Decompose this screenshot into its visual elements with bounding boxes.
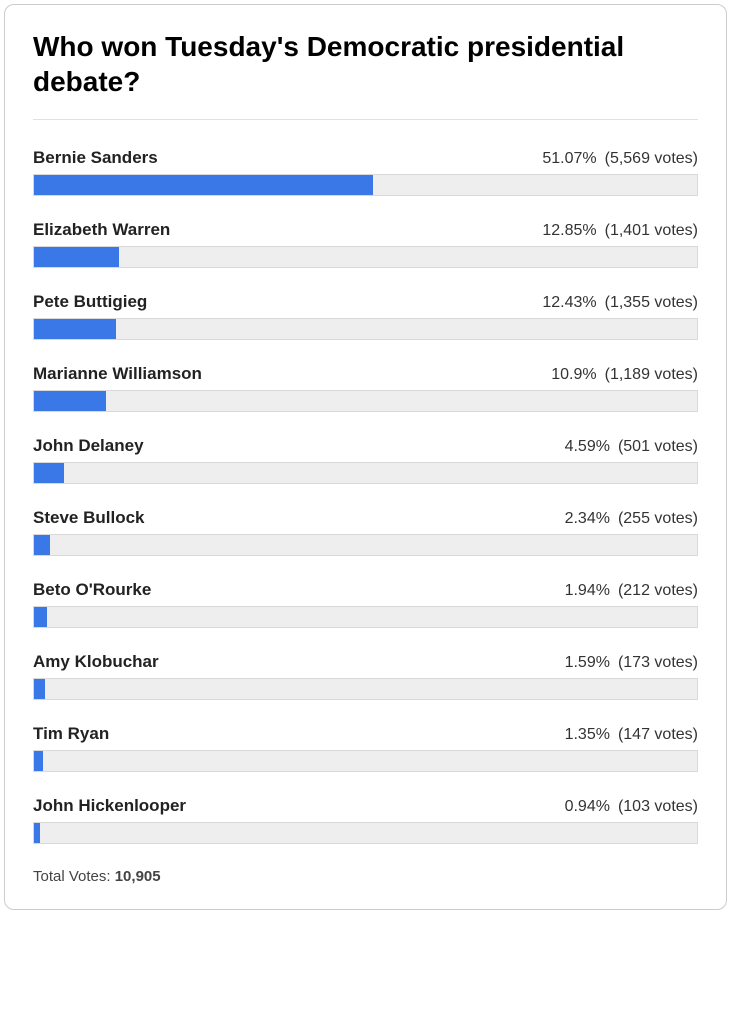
candidate-name: Tim Ryan <box>33 724 109 744</box>
poll-percent: 2.34% <box>565 510 610 527</box>
poll-row: Tim Ryan 1.35% (147 votes) <box>33 724 698 744</box>
poll-row: John Delaney 4.59% (501 votes) <box>33 436 698 456</box>
poll-percent: 12.85% <box>542 222 596 239</box>
candidate-name: Steve Bullock <box>33 508 145 528</box>
candidate-name: John Hickenlooper <box>33 796 186 816</box>
bar-track <box>33 606 698 628</box>
poll-row: Elizabeth Warren 12.85% (1,401 votes) <box>33 220 698 240</box>
poll-row: John Hickenlooper 0.94% (103 votes) <box>33 796 698 816</box>
candidate-name: Amy Klobuchar <box>33 652 159 672</box>
poll-row: Bernie Sanders 51.07% (5,569 votes) <box>33 148 698 168</box>
poll-stats: 4.59% (501 votes) <box>565 438 698 456</box>
bar-track <box>33 750 698 772</box>
bar-track <box>33 174 698 196</box>
poll-stats: 51.07% (5,569 votes) <box>542 150 698 168</box>
poll-percent: 10.9% <box>551 366 596 383</box>
candidate-name: John Delaney <box>33 436 144 456</box>
poll-votes: (1,401 votes) <box>605 222 698 239</box>
poll-row: Amy Klobuchar 1.59% (173 votes) <box>33 652 698 672</box>
bar-track <box>33 318 698 340</box>
bar-fill <box>34 607 47 627</box>
bar-track <box>33 462 698 484</box>
poll-row: Pete Buttigieg 12.43% (1,355 votes) <box>33 292 698 312</box>
poll-stats: 0.94% (103 votes) <box>565 798 698 816</box>
poll-votes: (103 votes) <box>618 798 698 815</box>
total-label: Total Votes: <box>33 868 115 885</box>
bar-track <box>33 246 698 268</box>
poll-stats: 12.85% (1,401 votes) <box>542 222 698 240</box>
poll-row: Marianne Williamson 10.9% (1,189 votes) <box>33 364 698 384</box>
poll-votes: (212 votes) <box>618 582 698 599</box>
poll-item: Steve Bullock 2.34% (255 votes) <box>33 508 698 556</box>
poll-stats: 2.34% (255 votes) <box>565 510 698 528</box>
bar-fill <box>34 175 373 195</box>
poll-votes: (147 votes) <box>618 726 698 743</box>
total-votes: Total Votes: 10,905 <box>33 868 698 885</box>
poll-stats: 1.59% (173 votes) <box>565 654 698 672</box>
poll-votes: (1,189 votes) <box>605 366 698 383</box>
bar-track <box>33 534 698 556</box>
poll-item: Amy Klobuchar 1.59% (173 votes) <box>33 652 698 700</box>
bar-fill <box>34 247 119 267</box>
bar-fill <box>34 391 106 411</box>
bar-track <box>33 822 698 844</box>
poll-container: Who won Tuesday's Democratic presidentia… <box>4 4 727 910</box>
poll-votes: (173 votes) <box>618 654 698 671</box>
poll-row: Steve Bullock 2.34% (255 votes) <box>33 508 698 528</box>
poll-stats: 10.9% (1,189 votes) <box>551 366 698 384</box>
poll-votes: (255 votes) <box>618 510 698 527</box>
candidate-name: Beto O'Rourke <box>33 580 151 600</box>
poll-row: Beto O'Rourke 1.94% (212 votes) <box>33 580 698 600</box>
poll-percent: 12.43% <box>542 294 596 311</box>
poll-percent: 1.59% <box>565 654 610 671</box>
bar-fill <box>34 679 45 699</box>
bar-fill <box>34 319 116 339</box>
bar-fill <box>34 463 64 483</box>
poll-item: Bernie Sanders 51.07% (5,569 votes) <box>33 148 698 196</box>
candidate-name: Bernie Sanders <box>33 148 158 168</box>
poll-percent: 51.07% <box>542 150 596 167</box>
poll-item: John Hickenlooper 0.94% (103 votes) <box>33 796 698 844</box>
poll-item: Marianne Williamson 10.9% (1,189 votes) <box>33 364 698 412</box>
bar-fill <box>34 535 50 555</box>
total-value: 10,905 <box>115 868 161 885</box>
poll-percent: 1.94% <box>565 582 610 599</box>
poll-percent: 1.35% <box>565 726 610 743</box>
poll-list: Bernie Sanders 51.07% (5,569 votes) Elizabe… <box>33 148 698 844</box>
poll-item: Pete Buttigieg 12.43% (1,355 votes) <box>33 292 698 340</box>
poll-stats: 12.43% (1,355 votes) <box>542 294 698 312</box>
poll-votes: (5,569 votes) <box>605 150 698 167</box>
bar-fill <box>34 823 40 843</box>
poll-item: Beto O'Rourke 1.94% (212 votes) <box>33 580 698 628</box>
poll-percent: 0.94% <box>565 798 610 815</box>
poll-votes: (1,355 votes) <box>605 294 698 311</box>
bar-fill <box>34 751 43 771</box>
poll-stats: 1.35% (147 votes) <box>565 726 698 744</box>
divider <box>33 119 698 120</box>
bar-track <box>33 678 698 700</box>
poll-title: Who won Tuesday's Democratic presidentia… <box>33 29 698 99</box>
candidate-name: Marianne Williamson <box>33 364 202 384</box>
poll-item: John Delaney 4.59% (501 votes) <box>33 436 698 484</box>
poll-item: Elizabeth Warren 12.85% (1,401 votes) <box>33 220 698 268</box>
poll-stats: 1.94% (212 votes) <box>565 582 698 600</box>
poll-votes: (501 votes) <box>618 438 698 455</box>
bar-track <box>33 390 698 412</box>
poll-percent: 4.59% <box>565 438 610 455</box>
candidate-name: Pete Buttigieg <box>33 292 147 312</box>
poll-item: Tim Ryan 1.35% (147 votes) <box>33 724 698 772</box>
candidate-name: Elizabeth Warren <box>33 220 170 240</box>
